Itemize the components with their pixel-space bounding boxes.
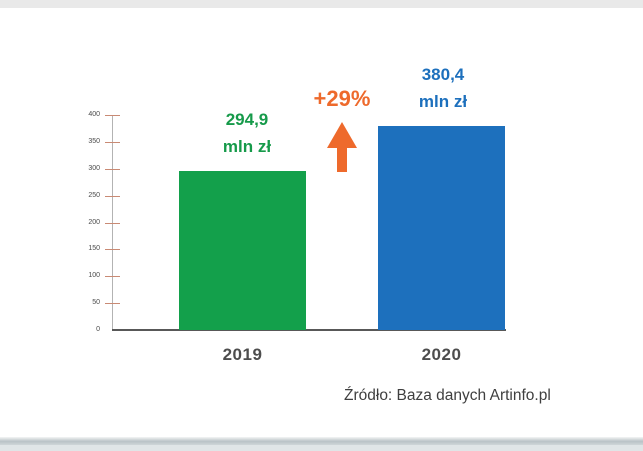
y-tick-label-100: 100 — [88, 272, 100, 280]
value-label-2020-number: 380,4 — [421, 65, 465, 84]
value-label-2019-number: 294,9 — [225, 110, 269, 129]
y-tick-mark-400 — [105, 115, 120, 116]
bar-2019 — [179, 171, 306, 330]
bar-2020 — [378, 126, 505, 330]
value-label-2019: 294,9 mln zł — [182, 106, 312, 160]
y-tick-label-200: 200 — [88, 218, 100, 226]
y-tick-mark-100 — [105, 276, 120, 277]
value-label-2019-unit: mln zł — [222, 137, 272, 156]
y-tick-label-150: 150 — [88, 245, 100, 253]
percent-change-annotation: +29% — [313, 86, 371, 111]
area-below-page — [0, 445, 643, 451]
page-background — [0, 8, 643, 437]
y-tick-mark-250 — [105, 196, 120, 197]
y-axis-line — [112, 115, 113, 330]
y-tick-label-50: 50 — [92, 299, 100, 307]
y-tick-mark-200 — [105, 223, 120, 224]
category-label-2019: 2019 — [222, 345, 263, 364]
page-bottom-edge-shadow — [0, 437, 643, 445]
up-arrow-head — [327, 122, 357, 148]
y-tick-label-350: 350 — [88, 137, 100, 145]
source-note: Źródło: Baza danych Artinfo.pl — [344, 387, 551, 404]
y-tick-label-0: 0 — [96, 326, 100, 333]
up-arrow-stem — [337, 147, 347, 172]
y-tick-label-300: 300 — [88, 164, 100, 172]
y-tick-label-400: 400 — [88, 111, 100, 118]
y-tick-mark-150 — [105, 249, 120, 250]
y-tick-label-250: 250 — [88, 191, 100, 199]
x-axis-baseline — [112, 329, 506, 331]
value-label-2020-unit: mln zł — [418, 92, 468, 111]
value-label-2020: 380,4 mln zł — [378, 61, 508, 115]
y-tick-mark-300 — [105, 169, 120, 170]
y-tick-mark-350 — [105, 142, 120, 143]
y-tick-mark-50 — [105, 303, 120, 304]
category-label-2020: 2020 — [421, 345, 462, 364]
